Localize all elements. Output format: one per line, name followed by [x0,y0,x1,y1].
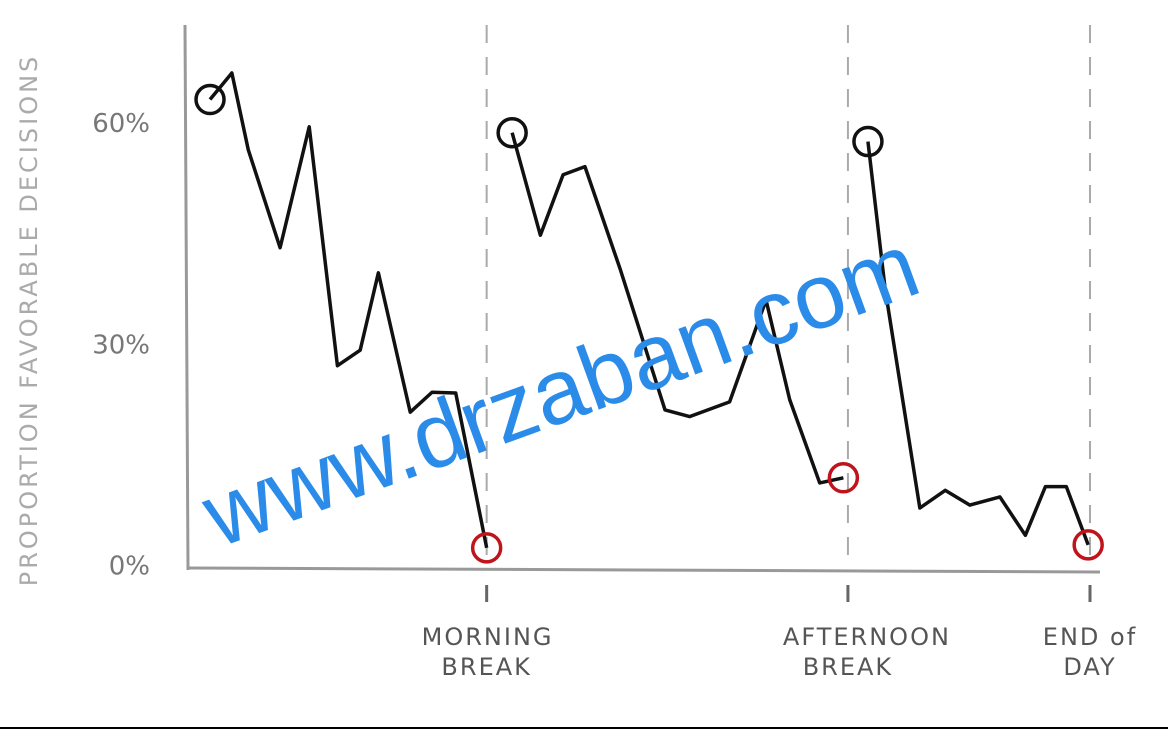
y-tick-label: 30% [92,330,150,360]
x-tick-label: MORNING BREAK [421,623,554,681]
line [208,71,489,549]
end-marker [1072,529,1104,561]
x-tick-label: END of DAY [1042,623,1138,681]
x-tick-label: AFTERNOON BREAK [782,623,951,681]
y-axis-label: PROPORTION FAVORABLE DECISIONS [15,54,43,587]
x-axis [187,566,1101,574]
y-tick-label: 60% [92,109,150,139]
line [510,132,844,485]
y-tick-label: 0% [109,552,150,582]
start-marker [194,83,226,116]
end-marker [470,532,503,564]
end-marker [827,462,860,494]
start-marker [852,125,884,158]
y-axis [183,24,190,571]
line [866,141,1090,546]
start-marker [496,116,528,149]
